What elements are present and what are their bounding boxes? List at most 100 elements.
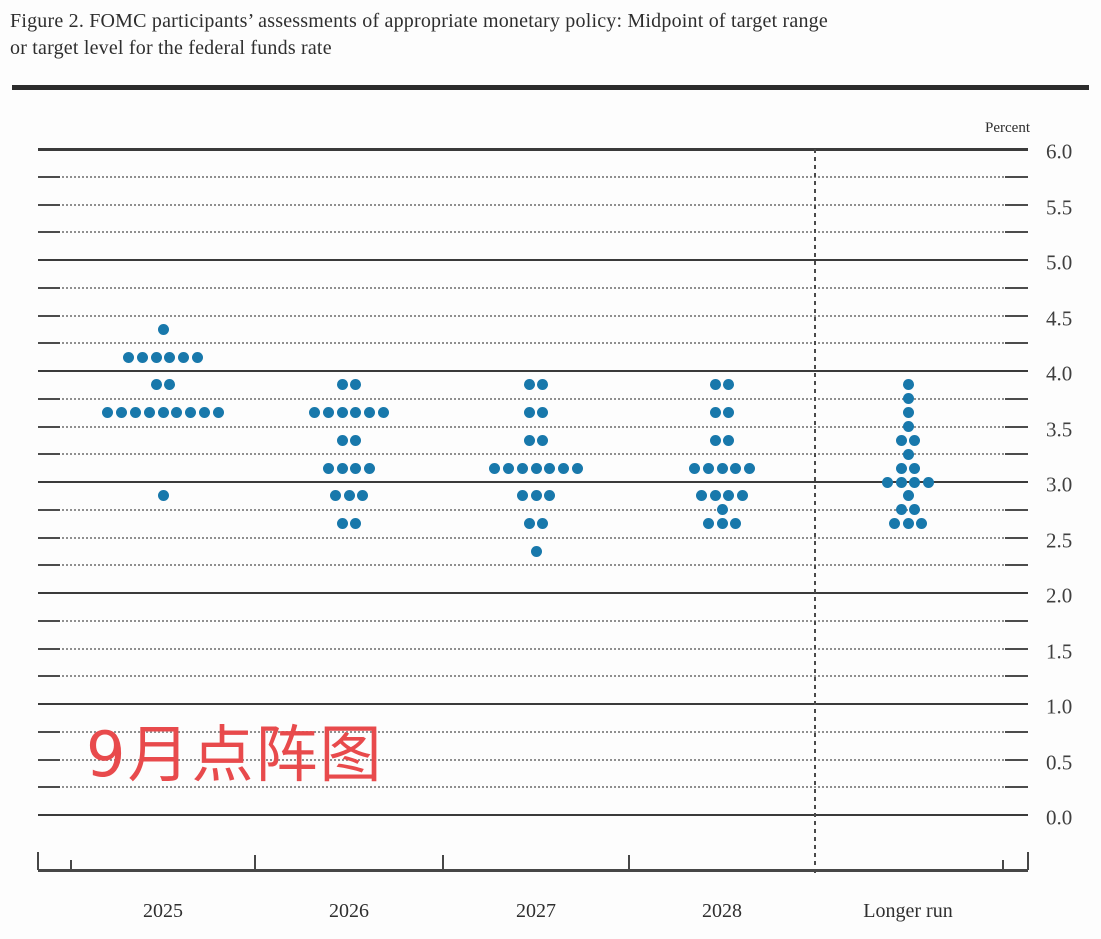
fomc-projection-dot xyxy=(895,434,907,446)
x-axis-category-label: 2025 xyxy=(143,900,183,922)
fomc-projection-dot xyxy=(150,351,162,363)
fomc-projection-dot xyxy=(178,351,190,363)
fomc-projection-dot xyxy=(164,379,176,391)
fomc-projection-dot xyxy=(116,407,128,419)
fomc-projection-dot xyxy=(723,490,735,502)
x-axis-column-divider xyxy=(254,855,256,870)
fomc-projection-dot xyxy=(322,407,334,419)
gridline-minor xyxy=(62,647,1004,650)
fomc-projection-dot xyxy=(888,518,900,530)
fomc-projection-dot xyxy=(544,462,556,474)
fomc-projection-dot xyxy=(157,490,169,502)
gridline-minor xyxy=(62,786,1004,789)
fomc-projection-dot xyxy=(923,476,935,488)
fomc-projection-dot xyxy=(530,545,542,557)
fomc-projection-dot xyxy=(364,407,376,419)
fomc-projection-dot xyxy=(502,462,514,474)
y-axis-tick-label: 4.0 xyxy=(1046,361,1073,386)
y-axis-tick-label: 0.0 xyxy=(1046,805,1073,830)
fomc-projection-dot xyxy=(136,351,148,363)
annotation-overlay: 9月点阵图 xyxy=(86,718,384,791)
fomc-projection-dot xyxy=(709,379,721,391)
gridline-major xyxy=(38,481,1028,483)
fomc-projection-dot xyxy=(916,518,928,530)
fomc-projection-dot xyxy=(129,407,141,419)
longer-run-separator xyxy=(814,149,816,874)
fomc-projection-dot xyxy=(185,407,197,419)
fomc-projection-dot xyxy=(530,462,542,474)
fomc-projection-dot xyxy=(150,379,162,391)
y-axis-tick-label: 1.0 xyxy=(1046,694,1073,719)
fomc-projection-dot xyxy=(157,407,169,419)
gridline-left-tick xyxy=(38,786,60,789)
fomc-projection-dot xyxy=(902,518,914,530)
fomc-projection-dot xyxy=(164,351,176,363)
gridline-left-tick xyxy=(38,647,60,650)
fomc-projection-dot xyxy=(343,490,355,502)
fomc-projection-dot xyxy=(537,379,549,391)
fomc-projection-dot xyxy=(744,462,756,474)
fomc-projection-dot xyxy=(350,407,362,419)
gridline-right-tick xyxy=(1005,314,1028,317)
gridline-minor xyxy=(62,425,1004,428)
fomc-projection-dot xyxy=(523,407,535,419)
y-axis-unit-label: Percent xyxy=(985,120,1030,136)
fomc-projection-dot xyxy=(716,504,728,516)
fomc-projection-dot xyxy=(571,462,583,474)
gridline-right-tick xyxy=(1005,397,1028,400)
fomc-projection-dot xyxy=(350,462,362,474)
fomc-projection-dot xyxy=(709,490,721,502)
gridline-minor xyxy=(62,564,1004,567)
fomc-projection-dot xyxy=(212,407,224,419)
fomc-projection-dot xyxy=(357,490,369,502)
x-axis-category-label: 2027 xyxy=(516,900,556,922)
fomc-projection-dot xyxy=(364,462,376,474)
gridline-right-tick xyxy=(1005,758,1028,761)
fomc-projection-dot xyxy=(336,379,348,391)
fomc-projection-dot xyxy=(902,393,914,405)
fomc-projection-dot xyxy=(895,504,907,516)
fomc-projection-dot xyxy=(336,518,348,530)
gridline-right-tick xyxy=(1005,619,1028,622)
fomc-projection-dot xyxy=(329,490,341,502)
y-axis-tick-label: 4.5 xyxy=(1046,306,1073,330)
fomc-projection-dot xyxy=(544,490,556,502)
title-divider-rule xyxy=(12,85,1089,90)
y-axis-tick-label: 5.5 xyxy=(1046,195,1073,219)
x-axis-minor-tick xyxy=(1002,860,1004,870)
fomc-projection-dot xyxy=(730,462,742,474)
gridline-left-tick xyxy=(38,508,60,511)
gridline-left-tick xyxy=(38,758,60,761)
gridline-right-tick xyxy=(1005,175,1028,178)
gridline-minor xyxy=(62,397,1004,400)
gridline-major xyxy=(38,814,1028,816)
gridline-minor xyxy=(62,675,1004,678)
gridline-minor xyxy=(62,730,1004,733)
gridline-left-tick xyxy=(38,619,60,622)
fomc-projection-dot xyxy=(157,323,169,335)
fomc-projection-dot xyxy=(516,462,528,474)
y-axis-tick-label: 6.0 xyxy=(1046,139,1073,164)
fomc-projection-dot xyxy=(902,448,914,460)
x-axis-column-divider xyxy=(442,855,444,870)
fomc-projection-dot xyxy=(516,490,528,502)
fomc-projection-dot xyxy=(530,490,542,502)
x-axis-category-label: 2028 xyxy=(702,900,742,922)
gridline-major xyxy=(38,148,1028,151)
y-axis-tick-label: 3.0 xyxy=(1046,472,1073,497)
figure-title: Figure 2. FOMC participants’ assessments… xyxy=(10,8,1090,62)
gridline-left-tick xyxy=(38,231,60,234)
gridline-major xyxy=(38,703,1028,705)
gridline-minor xyxy=(62,758,1004,761)
fomc-projection-dot xyxy=(558,462,570,474)
fomc-projection-dot xyxy=(171,407,183,419)
gridline-minor xyxy=(62,203,1004,206)
fomc-projection-dot xyxy=(909,504,921,516)
y-axis-tick-label: 0.5 xyxy=(1046,750,1073,774)
fomc-projection-dot xyxy=(716,462,728,474)
fomc-projection-dot xyxy=(523,379,535,391)
x-axis-category-label: 2026 xyxy=(329,900,369,922)
fomc-projection-dot xyxy=(709,407,721,419)
fomc-projection-dot xyxy=(909,462,921,474)
